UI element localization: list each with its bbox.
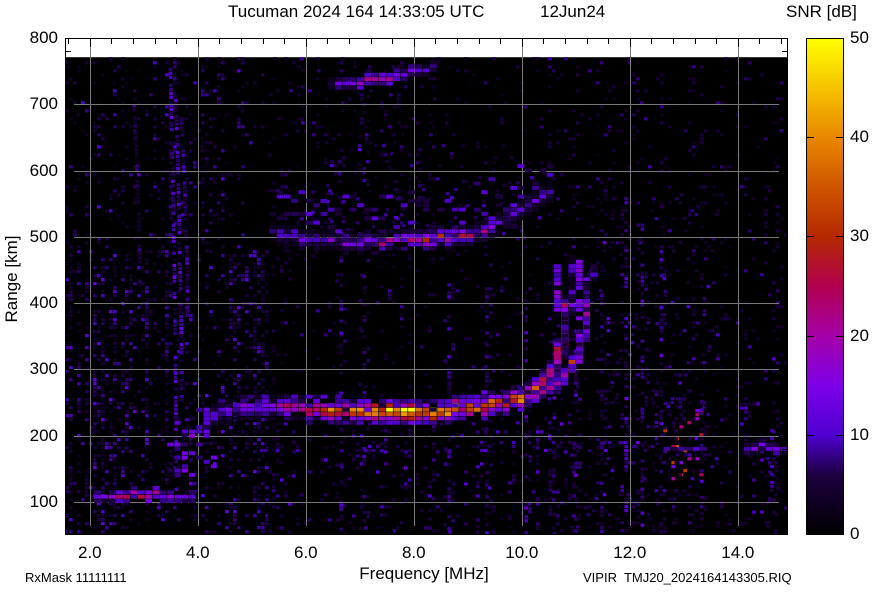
y-tick-label: 400 — [29, 293, 58, 313]
y-tick-label: 500 — [29, 226, 58, 246]
x-tick-label: 2.0 — [78, 543, 102, 562]
colorbar-canvas — [806, 38, 844, 535]
x-tick-label: 8.0 — [401, 543, 426, 562]
y-tick-label: 800 — [29, 28, 58, 47]
colorbar-tick-label: 20 — [850, 325, 869, 345]
colorbar-title: SNR [dB] — [786, 2, 857, 21]
source-file-label: VIPIR TMJ20_2024164143305.RIQ — [583, 570, 792, 585]
x-tick-label: 14.0 — [721, 543, 755, 562]
x-tick-label: 12.0 — [613, 543, 647, 562]
chart-date-label: 12Jun24 — [540, 2, 606, 21]
colorbar-tick-label: 30 — [850, 226, 869, 246]
colorbar-tick-label: 50 — [850, 28, 869, 47]
x-tick-label: 4.0 — [186, 543, 210, 562]
x-tick-label: 10.0 — [505, 543, 539, 562]
ionogram-plot-canvas — [65, 38, 788, 535]
colorbar-tick-label: 40 — [850, 127, 869, 147]
rxmask-label: RxMask 11111111 — [25, 570, 127, 585]
y-tick-label: 700 — [29, 94, 58, 114]
colorbar-tick-label: 10 — [850, 424, 869, 444]
x-tick-label: 6.0 — [293, 543, 318, 562]
colorbar-tick-label: 0 — [850, 524, 860, 543]
y-tick-label: 100 — [29, 491, 58, 511]
y-tick-label: 300 — [29, 359, 58, 379]
y-tick-label: 600 — [29, 160, 58, 180]
chart-title: Tucuman 2024 164 14:33:05 UTC — [228, 2, 485, 21]
y-tick-label: 200 — [29, 425, 58, 445]
x-axis-label: Frequency [MHz] — [359, 564, 489, 583]
